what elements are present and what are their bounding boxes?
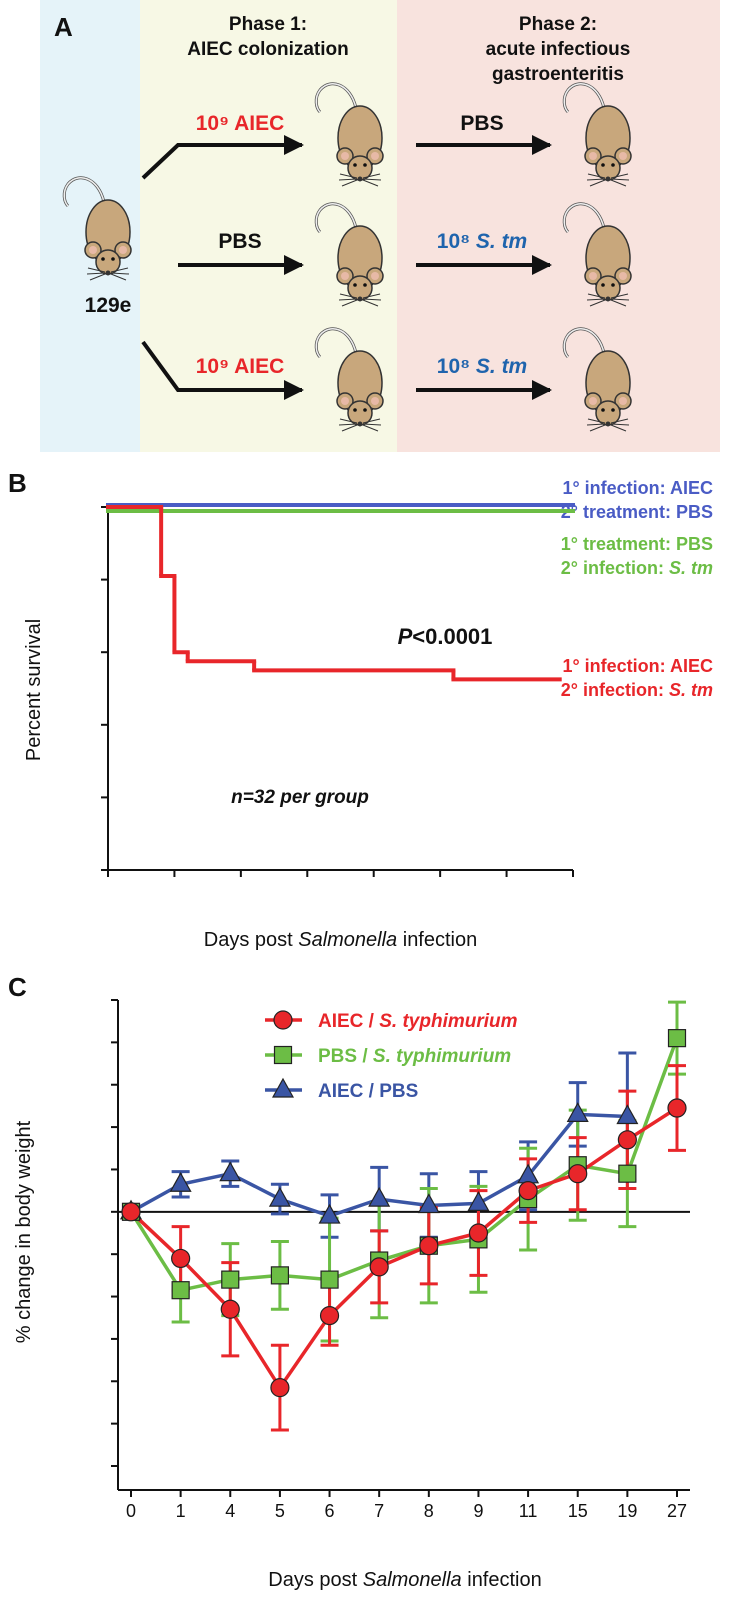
- x-tick-label: 9: [473, 1501, 483, 1521]
- point: [219, 1161, 242, 1182]
- arrows: [141, 135, 552, 400]
- legend-label: 2° treatment: PBS: [561, 502, 713, 522]
- point: [320, 1270, 339, 1289]
- y-axis-label: Percent survival: [23, 619, 45, 761]
- x-tick-label: 11: [519, 1501, 538, 1521]
- legend-label-part: PBS /: [318, 1046, 373, 1067]
- strain-label: 129e: [85, 294, 132, 317]
- legend-label: 1° infection: AIEC: [562, 478, 713, 498]
- point: [171, 1281, 190, 1300]
- arrow-label: 10⁸ S. tm: [437, 230, 527, 253]
- x-tick-label: 6: [325, 1501, 335, 1521]
- point: [273, 1045, 293, 1065]
- point: [368, 1186, 391, 1207]
- point: [667, 1098, 687, 1118]
- legend-label-part: 2° infection:: [561, 680, 669, 700]
- arrow-label: 10⁹ AIEC: [196, 355, 285, 378]
- point: [268, 1186, 291, 1207]
- arrow-label-part: 10⁸: [437, 230, 476, 253]
- panel-label: A: [54, 12, 73, 42]
- legend-label-part: S. tm: [669, 558, 713, 578]
- legend-label-part: S. typhimurium: [373, 1046, 511, 1067]
- annotation-part: P: [398, 624, 413, 649]
- x-tick-label: 1: [176, 1501, 186, 1521]
- annotation-part: <0.0001: [412, 624, 492, 649]
- point: [318, 1203, 341, 1224]
- point: [169, 1172, 192, 1192]
- x-tick-label: 4: [225, 1501, 235, 1521]
- x-tick-label: 15: [568, 1501, 588, 1521]
- x-axis-label-part: infection: [462, 1569, 542, 1591]
- arrow-label: PBS: [218, 230, 261, 253]
- point: [220, 1299, 240, 1319]
- point: [568, 1164, 588, 1184]
- legend-label: 2° infection: S. tm: [561, 680, 713, 700]
- legend-label-part: 2° infection:: [561, 558, 669, 578]
- point: [618, 1164, 637, 1183]
- arrow-label: 10⁹ AIEC: [196, 112, 285, 135]
- bg-phase2: [397, 0, 720, 452]
- arrow-label-part: S. tm: [476, 355, 527, 378]
- legend-label-part: S. typhimurium: [379, 1011, 517, 1032]
- legend-label: 2° infection: S. tm: [561, 558, 713, 578]
- x-axis-label: Days post Salmonella infection: [204, 929, 478, 951]
- point: [518, 1181, 538, 1201]
- panel-label: B: [8, 468, 27, 498]
- x-axis-label-part: Salmonella: [298, 929, 397, 951]
- point: [121, 1202, 141, 1222]
- phase-title: Phase 1:: [229, 14, 307, 35]
- legend-label: 1° treatment: PBS: [561, 534, 713, 554]
- point: [616, 1104, 639, 1125]
- legend-label: PBS / S. typhimurium: [318, 1046, 511, 1067]
- point: [369, 1257, 389, 1277]
- x-tick-label: 0: [126, 1501, 136, 1521]
- point: [221, 1270, 240, 1289]
- x-tick-label: 19: [617, 1501, 637, 1521]
- point: [270, 1266, 290, 1285]
- phase-title: acute infectious: [486, 39, 631, 60]
- series: [106, 505, 562, 682]
- x-tick-label: 5: [275, 1501, 285, 1521]
- legend-label: AIEC / S. typhimurium: [318, 1011, 518, 1032]
- x-axis-label-part: Days post: [204, 929, 298, 951]
- point: [419, 1236, 439, 1256]
- panel-label: C: [8, 972, 27, 1002]
- phase-title: AIEC colonization: [187, 39, 349, 60]
- series-line: [129, 1037, 679, 1293]
- x-tick-label: 7: [374, 1501, 384, 1521]
- arrow-label-part: 10⁸: [437, 355, 476, 378]
- arrow-label: PBS: [460, 112, 503, 135]
- x-axis-label-part: Salmonella: [363, 1569, 462, 1591]
- point: [667, 1029, 687, 1048]
- point: [271, 1077, 295, 1098]
- x-tick-label: 8: [424, 1501, 434, 1521]
- x-axis-label-part: Days post: [268, 1569, 362, 1591]
- point: [171, 1248, 191, 1269]
- legend-label-part: AIEC /: [318, 1011, 379, 1032]
- point: [566, 1102, 589, 1122]
- annotation: n=32 per group: [231, 787, 369, 808]
- point: [617, 1130, 637, 1150]
- annotation: P<0.0001: [398, 624, 493, 649]
- x-axis-label: Days post Salmonella infection: [268, 1569, 542, 1591]
- legend-label: 1° infection: AIEC: [562, 656, 713, 676]
- point: [417, 1193, 440, 1214]
- point: [467, 1191, 490, 1211]
- arrow-label: 10⁸ S. tm: [437, 355, 527, 378]
- series-line: [129, 1106, 678, 1391]
- y-axis-label: % change in body weight: [13, 1120, 35, 1343]
- x-tick-label: 27: [667, 1501, 687, 1521]
- arrow-label-part: S. tm: [476, 230, 527, 253]
- legend-label-part: S. tm: [669, 680, 713, 700]
- legend-label: AIEC / PBS: [318, 1081, 418, 1102]
- point: [270, 1378, 290, 1398]
- point: [468, 1223, 489, 1243]
- phase-title: Phase 2:: [519, 14, 597, 35]
- point: [273, 1010, 293, 1030]
- phase-title: gastroenteritis: [492, 64, 624, 85]
- point: [319, 1306, 340, 1326]
- x-axis-label-part: infection: [397, 929, 477, 951]
